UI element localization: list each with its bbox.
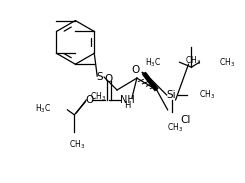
Text: O: O: [85, 95, 93, 105]
Text: NH: NH: [120, 95, 134, 105]
Text: CH$_3$: CH$_3$: [69, 139, 86, 151]
Text: Cl: Cl: [181, 115, 191, 125]
Text: H: H: [124, 101, 130, 110]
Polygon shape: [142, 72, 157, 90]
Text: Si: Si: [167, 90, 176, 100]
Text: CH$_3$: CH$_3$: [167, 122, 183, 134]
Text: CH$_3$: CH$_3$: [219, 57, 235, 70]
Text: O: O: [104, 74, 113, 84]
Text: CH$_3$: CH$_3$: [90, 91, 106, 103]
Text: O: O: [132, 65, 140, 75]
Text: H$_3$C: H$_3$C: [145, 57, 162, 70]
Text: S: S: [97, 72, 103, 82]
Text: H$_3$C: H$_3$C: [35, 103, 51, 115]
Text: CH$_3$: CH$_3$: [199, 89, 216, 101]
Text: CH$_3$: CH$_3$: [185, 54, 202, 67]
